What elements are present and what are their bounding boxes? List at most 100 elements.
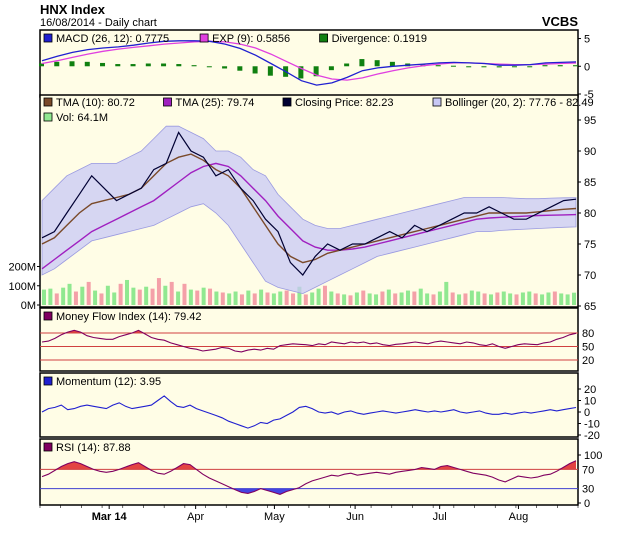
ref-line-label: 80 [582,328,594,340]
legend-swatch [282,97,292,107]
y-tick-label: -10 [584,419,600,431]
volume-bar [386,289,391,305]
volume-bar [425,293,430,305]
divergence-bar [84,61,90,67]
volume-bar [374,294,379,305]
volume-bar [54,293,59,305]
legend-swatch [43,112,53,122]
y-tick-label: 90 [584,146,596,158]
legend-label: Vol: 64.1M [56,112,108,124]
y-tick-label: -5 [584,89,594,101]
volume-bar [93,290,98,305]
ref-line-label: 30 [582,484,594,496]
volume-bar [431,294,436,305]
volume-bar [520,292,525,305]
volume-bar [418,288,423,305]
y-tick-label: 0 [584,61,590,73]
divergence-bar [54,61,60,67]
rsi-line [41,460,577,495]
volume-bar [457,294,462,305]
volume-bar [86,281,91,305]
volume-bar [367,293,372,305]
vol-tick-label: 200M [8,262,36,274]
volume-bar [214,291,219,305]
volume-bar [527,291,532,305]
volume-bar [572,292,576,305]
legend-swatch [43,442,53,452]
divergence-bar [466,66,472,68]
divergence-bar [161,63,167,67]
volume-bar [105,285,110,305]
volume-bar [354,292,359,305]
y-tick-label: 80 [584,208,596,220]
legend-label: Bollinger (20, 2): 77.76 - 82.49 [445,97,594,109]
legend-label: EXP (9): 0.5856 [212,33,290,45]
divergence-bar [374,60,380,67]
y-tick-label: 20 [584,384,596,396]
y-tick-label: 85 [584,177,596,189]
volume-bar [67,283,72,305]
volume-bar [444,281,449,305]
legend-label: TMA (25): 79.74 [176,97,255,109]
y-tick-label: 70 [584,270,596,282]
y-tick-label: 95 [584,115,596,127]
divergence-bar [267,66,273,76]
divergence-bar [39,63,44,67]
divergence-bar [115,64,121,67]
volume-bar [163,285,168,305]
legend-label: Closing Price: 82.23 [295,97,393,109]
divergence-bar [206,66,212,68]
volume-bar [463,293,468,305]
rsi-plot-area [39,438,579,506]
volume-bar [112,292,117,305]
legend-swatch [199,33,209,43]
y-tick-label: 75 [584,239,596,251]
divergence-bar [298,66,304,79]
x-tick-label: Mar 14 [92,511,128,523]
y-tick-label: 0 [584,407,590,419]
volume-bar [476,291,481,305]
volume-bar [137,289,142,305]
legend-swatch [43,33,53,43]
bollinger-band [41,125,577,295]
vol-tick-label: 100M [8,281,36,293]
vol-tick-label: 0M [21,300,36,312]
chart-subtitle: 16/08/2014 - Daily chart [40,17,157,29]
ref-line-label: 50 [582,342,594,354]
volume-bar [495,292,500,305]
volume-bar [501,291,506,305]
y-tick-label: 5 [584,34,590,46]
y-tick-label: 10 [584,396,596,408]
volume-bar [348,295,353,305]
divergence-bar [557,65,563,67]
y-tick-label: -20 [584,430,600,442]
volume-bar [482,293,487,305]
volume-bar [252,293,257,305]
divergence-bar [496,66,502,68]
legend-swatch [319,33,329,43]
divergence-bar [573,65,578,67]
volume-bar [227,293,232,305]
volume-bar [393,293,398,305]
volume-bar [73,291,78,305]
x-tick-label: May [264,511,285,523]
mfi-line [41,329,577,353]
volume-bar [182,283,187,305]
legend-swatch [432,97,442,107]
volume-bar [297,286,302,305]
volume-bar [342,294,347,305]
divergence-bar [313,66,319,77]
volume-bar [48,288,53,305]
volume-bar [125,279,130,305]
volume-bar [188,289,193,305]
volume-bar [291,293,296,305]
divergence-bar [222,66,228,69]
macd-line [41,40,577,86]
volume-bar [533,293,538,305]
volume-bar [335,293,340,305]
volume-bar [195,290,200,305]
legend-label: Momentum (12): 3.95 [56,376,161,388]
volume-bar [265,292,270,305]
volume-bar [303,294,308,305]
volume-bar [118,283,123,305]
